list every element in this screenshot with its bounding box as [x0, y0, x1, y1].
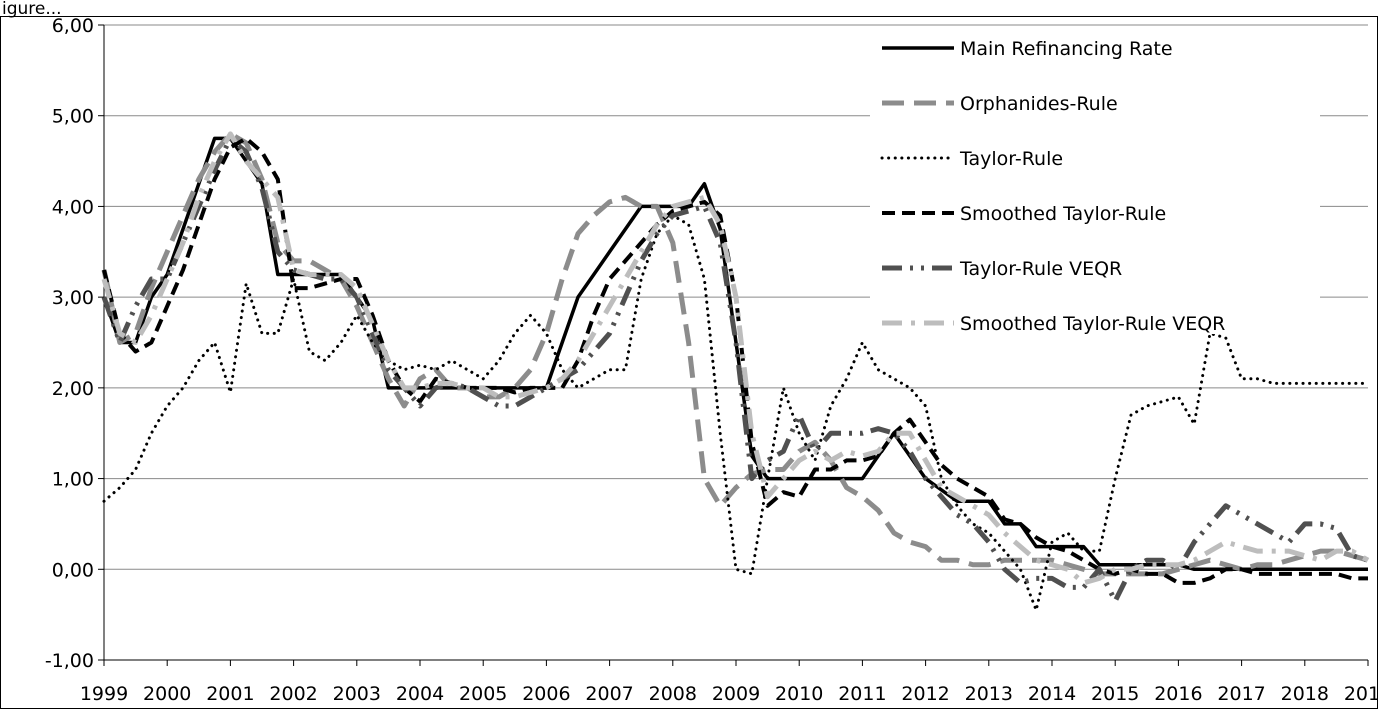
x-tick-label: 2007 — [585, 683, 633, 705]
x-tick-label: 2004 — [396, 683, 444, 705]
legend: Main Refinancing Rate Orphanides-Rule Tayl… — [870, 28, 1320, 335]
x-tick-label: 2005 — [459, 683, 507, 705]
y-tick-label: 6,00 — [52, 15, 94, 37]
x-tick-label: 2010 — [775, 683, 823, 705]
series-line-2 — [101, 131, 1369, 577]
x-tick-label: 2017 — [1217, 683, 1265, 705]
y-tick-label: -1,00 — [45, 650, 94, 672]
y-tick-label: 4,00 — [52, 196, 94, 218]
x-tick-label: 2002 — [269, 683, 317, 705]
x-tick-label: 1999 — [80, 683, 128, 705]
y-tick-label: 2,00 — [52, 378, 94, 400]
legend-label: Orphanides-Rule — [960, 93, 1118, 115]
x-tick-label: 2016 — [1154, 683, 1202, 705]
x-tick-label: 2019 — [1344, 683, 1378, 705]
x-tick-label: 2011 — [838, 683, 886, 705]
x-tick-label: 2013 — [965, 683, 1013, 705]
legend-label: Taylor-Rule — [959, 148, 1063, 170]
x-tick-label: 2014 — [1028, 683, 1076, 705]
figure-caption: igure... — [2, 0, 62, 19]
x-tick-label: 2012 — [901, 683, 949, 705]
x-tick-label: 2008 — [649, 683, 697, 705]
y-tick-label: 5,00 — [52, 106, 94, 128]
x-tick-label: 2018 — [1281, 683, 1329, 705]
legend-label: Smoothed Taylor-Rule VEQR — [960, 313, 1225, 335]
x-tick-label: 2006 — [522, 683, 570, 705]
x-tick-label: 2000 — [143, 683, 191, 705]
legend-label: Main Refinancing Rate — [960, 38, 1173, 60]
legend-background — [870, 28, 1320, 334]
x-tick-label: 2003 — [333, 683, 381, 705]
x-tick-label: 2009 — [712, 683, 760, 705]
x-tick-label: 2015 — [1091, 683, 1139, 705]
x-tick-label: 2001 — [206, 683, 254, 705]
series-lines — [101, 131, 1370, 612]
y-tick-label: 3,00 — [52, 287, 94, 309]
axes: -1,00 0,00 1,00 2,00 3,00 4,00 5,00 6,00 1999 200… — [45, 15, 1378, 705]
series-line-6 — [101, 131, 1370, 586]
legend-label: Taylor-Rule VEQR — [959, 258, 1122, 280]
y-tick-label: 1,00 — [52, 469, 94, 491]
legend-label: Smoothed Taylor-Rule — [960, 203, 1166, 225]
y-tick-label: 0,00 — [52, 559, 94, 581]
